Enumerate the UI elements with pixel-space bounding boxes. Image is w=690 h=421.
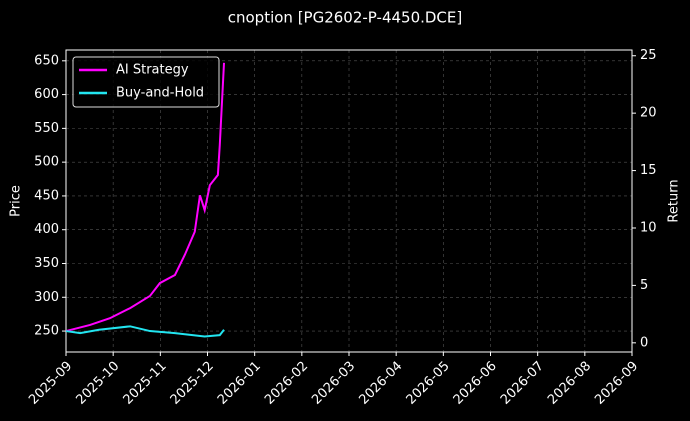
y-axis-label: Price — [9, 185, 24, 217]
x-tick-label: 2025-12 — [168, 359, 217, 408]
x-tick-label: 2026-08 — [545, 359, 594, 408]
plot-frame — [65, 49, 633, 353]
y2-tick-label: 25 — [640, 48, 657, 63]
legend-box — [72, 56, 220, 108]
y-tick-label: 350 — [34, 256, 59, 271]
x-tick-label: 2025-11 — [121, 359, 170, 408]
y-tick-label: 550 — [34, 121, 59, 136]
x-tick-label: 2026-03 — [309, 359, 358, 408]
y-tick-label: 300 — [34, 290, 59, 305]
chart-title: cnoption [PG2602-P-4450.DCE] — [228, 9, 463, 27]
x-tick-label: 2026-01 — [215, 359, 264, 408]
y2-tick-label: 20 — [640, 106, 657, 121]
y2-axis-label: Return — [667, 179, 682, 222]
x-tick-label: 2025-09 — [26, 359, 75, 408]
x-tick-label: 2025-10 — [73, 359, 122, 408]
series-line — [65, 62, 226, 333]
y-tick-label: 600 — [34, 87, 59, 102]
y-tick-label: 500 — [34, 155, 59, 170]
x-tick-label: 2026-07 — [498, 359, 547, 408]
y-tick-label: 400 — [34, 222, 59, 237]
y2-tick-label: 5 — [640, 278, 648, 293]
x-tick-label: 2026-02 — [262, 359, 311, 408]
x-tick-label: 2026-09 — [592, 359, 641, 408]
y-tick-label: 250 — [34, 324, 59, 339]
x-tick-label: 2026-05 — [404, 359, 453, 408]
x-tick-label: 2026-04 — [356, 359, 405, 408]
y2-tick-label: 10 — [640, 220, 657, 235]
y2-tick-label: 0 — [640, 335, 648, 350]
legend: AI Strategy Buy-and-Hold — [72, 56, 220, 108]
x-tick-label: 2026-06 — [451, 359, 500, 408]
y-tick-label: 650 — [34, 53, 59, 68]
legend-label: Buy-and-Hold — [116, 86, 204, 101]
series-line — [65, 325, 225, 338]
y-tick-label: 450 — [34, 188, 59, 203]
y2-tick-label: 15 — [640, 163, 657, 178]
legend-label: AI Strategy — [116, 63, 189, 78]
